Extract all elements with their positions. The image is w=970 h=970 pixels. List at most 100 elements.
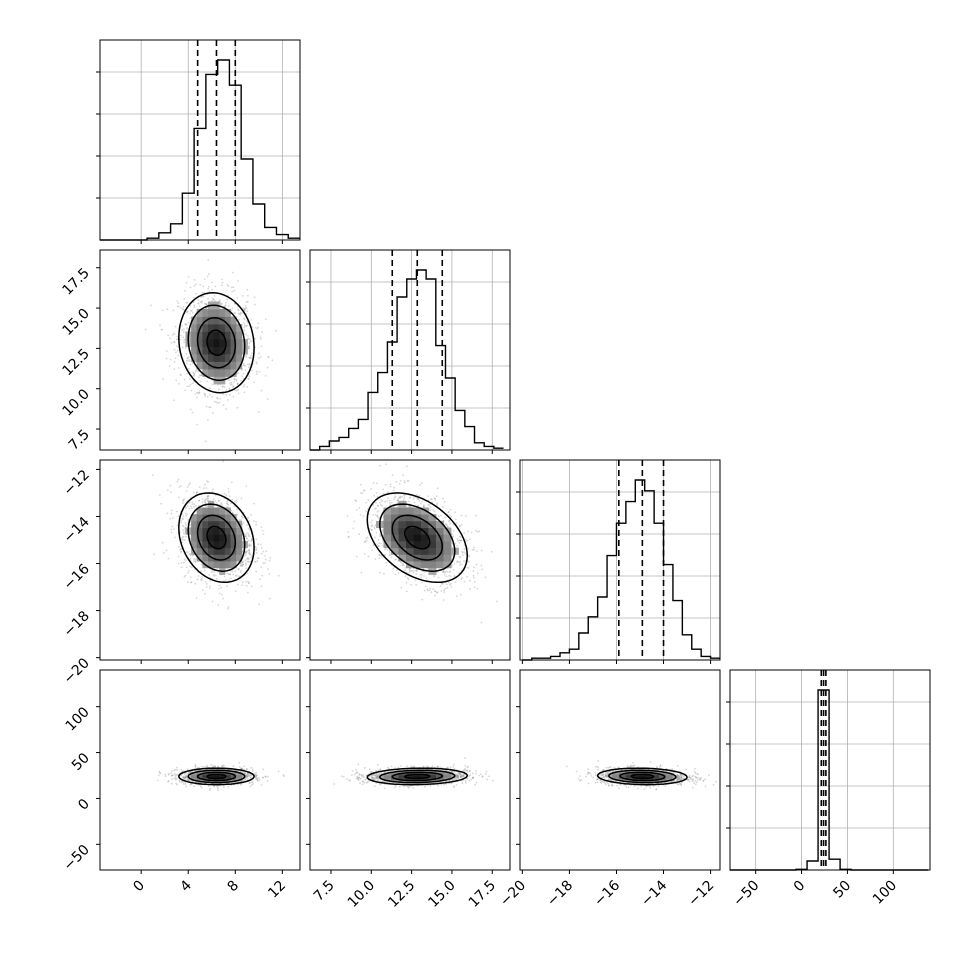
density-block xyxy=(436,554,444,562)
scatter-point xyxy=(451,564,453,566)
scatter-point xyxy=(264,558,267,561)
scatter-point xyxy=(182,328,185,330)
scatter-point xyxy=(360,571,363,574)
scatter-point xyxy=(472,574,475,577)
scatter-point xyxy=(257,326,259,329)
scatter-point xyxy=(374,507,377,510)
density-block xyxy=(191,527,198,535)
scatter-point xyxy=(191,362,194,364)
scatter-point xyxy=(249,782,252,784)
density-block xyxy=(383,527,392,535)
scatter-point xyxy=(170,782,173,785)
contour-0-2-2 xyxy=(196,514,237,561)
scatter-point xyxy=(204,440,207,443)
density-block xyxy=(208,339,214,347)
scatter-point xyxy=(230,381,233,384)
density-block xyxy=(398,534,407,542)
density-block xyxy=(398,547,407,555)
scatter-point xyxy=(186,513,189,516)
scatter-point xyxy=(205,303,207,305)
scatter-point xyxy=(254,548,257,551)
scatter-point xyxy=(224,579,227,581)
scatter-point xyxy=(167,334,170,337)
scatter-point xyxy=(172,517,174,519)
scatter-point xyxy=(365,501,368,504)
scatter-point xyxy=(227,305,230,308)
scatter-point xyxy=(444,516,447,519)
scatter-point xyxy=(377,545,380,548)
scatter-point xyxy=(179,373,182,376)
scatter-point xyxy=(228,495,231,497)
scatter-point xyxy=(196,491,199,493)
scatter-point xyxy=(236,508,239,511)
scatter-point xyxy=(262,550,265,553)
scatter-point xyxy=(180,551,183,553)
scatter-point xyxy=(409,505,411,508)
scatter-point xyxy=(395,480,398,483)
scatter-point xyxy=(243,329,246,331)
scatter-point xyxy=(473,576,475,579)
contour-0-1-1 xyxy=(187,304,246,381)
scatter-point xyxy=(198,499,201,502)
scatter-point xyxy=(458,541,461,544)
scatter-point xyxy=(416,493,418,496)
scatter-point xyxy=(260,331,263,333)
scatter-point xyxy=(254,326,257,329)
contour-0-1-0 xyxy=(178,291,255,394)
scatter-point xyxy=(236,297,239,299)
scatter-point xyxy=(185,362,188,365)
scatter-point xyxy=(226,585,228,587)
scatter-point xyxy=(189,286,192,289)
scatter-point xyxy=(255,548,258,551)
scatter-point xyxy=(374,524,377,527)
scatter-point xyxy=(251,783,253,786)
scatter-point xyxy=(381,500,383,502)
scatter-point xyxy=(405,590,408,593)
scatter-point xyxy=(225,494,228,497)
scatter-point xyxy=(254,560,257,563)
scatter-point xyxy=(177,555,180,558)
scatter-point xyxy=(435,495,438,498)
scatter-point xyxy=(476,587,478,590)
scatter-point xyxy=(399,480,402,482)
scatter-point xyxy=(206,499,209,502)
hist-grid-2 xyxy=(520,460,720,660)
scatter-point xyxy=(185,551,188,553)
scatter-point xyxy=(225,302,227,304)
scatter-point xyxy=(480,549,483,552)
scatter-point xyxy=(181,518,184,520)
scatter-point xyxy=(211,383,214,386)
density-frame-1-2 xyxy=(309,459,511,661)
scatter-point xyxy=(442,599,445,601)
scatter-point xyxy=(191,507,193,509)
scatter-point xyxy=(183,558,186,561)
scatter-point xyxy=(231,386,234,389)
scatter-point xyxy=(189,360,191,363)
scatter-point xyxy=(388,499,391,502)
density-block xyxy=(443,547,452,555)
density-block xyxy=(202,331,209,340)
scatter-point xyxy=(203,500,206,503)
scatter-point xyxy=(182,500,185,502)
scatter-point xyxy=(467,530,469,533)
scatter-point xyxy=(223,492,226,495)
scatter-point xyxy=(457,539,459,542)
scatter-point xyxy=(392,489,395,492)
scatter-point xyxy=(221,278,224,281)
scatter-point xyxy=(463,560,465,563)
scatter-point xyxy=(417,498,419,501)
scatter-point xyxy=(446,570,449,573)
density-block xyxy=(236,547,243,555)
scatter-point xyxy=(475,514,477,517)
scatter-point xyxy=(371,519,373,522)
scatter-point xyxy=(392,567,395,570)
scatter-point xyxy=(381,555,383,558)
scatter-point xyxy=(248,377,250,380)
scatter-point xyxy=(228,388,231,390)
scatter-point xyxy=(185,514,188,517)
scatter-point xyxy=(165,357,168,360)
density-block xyxy=(202,346,209,355)
scatter-point xyxy=(179,531,182,534)
density-block xyxy=(219,541,226,549)
scatter-point xyxy=(374,536,376,539)
